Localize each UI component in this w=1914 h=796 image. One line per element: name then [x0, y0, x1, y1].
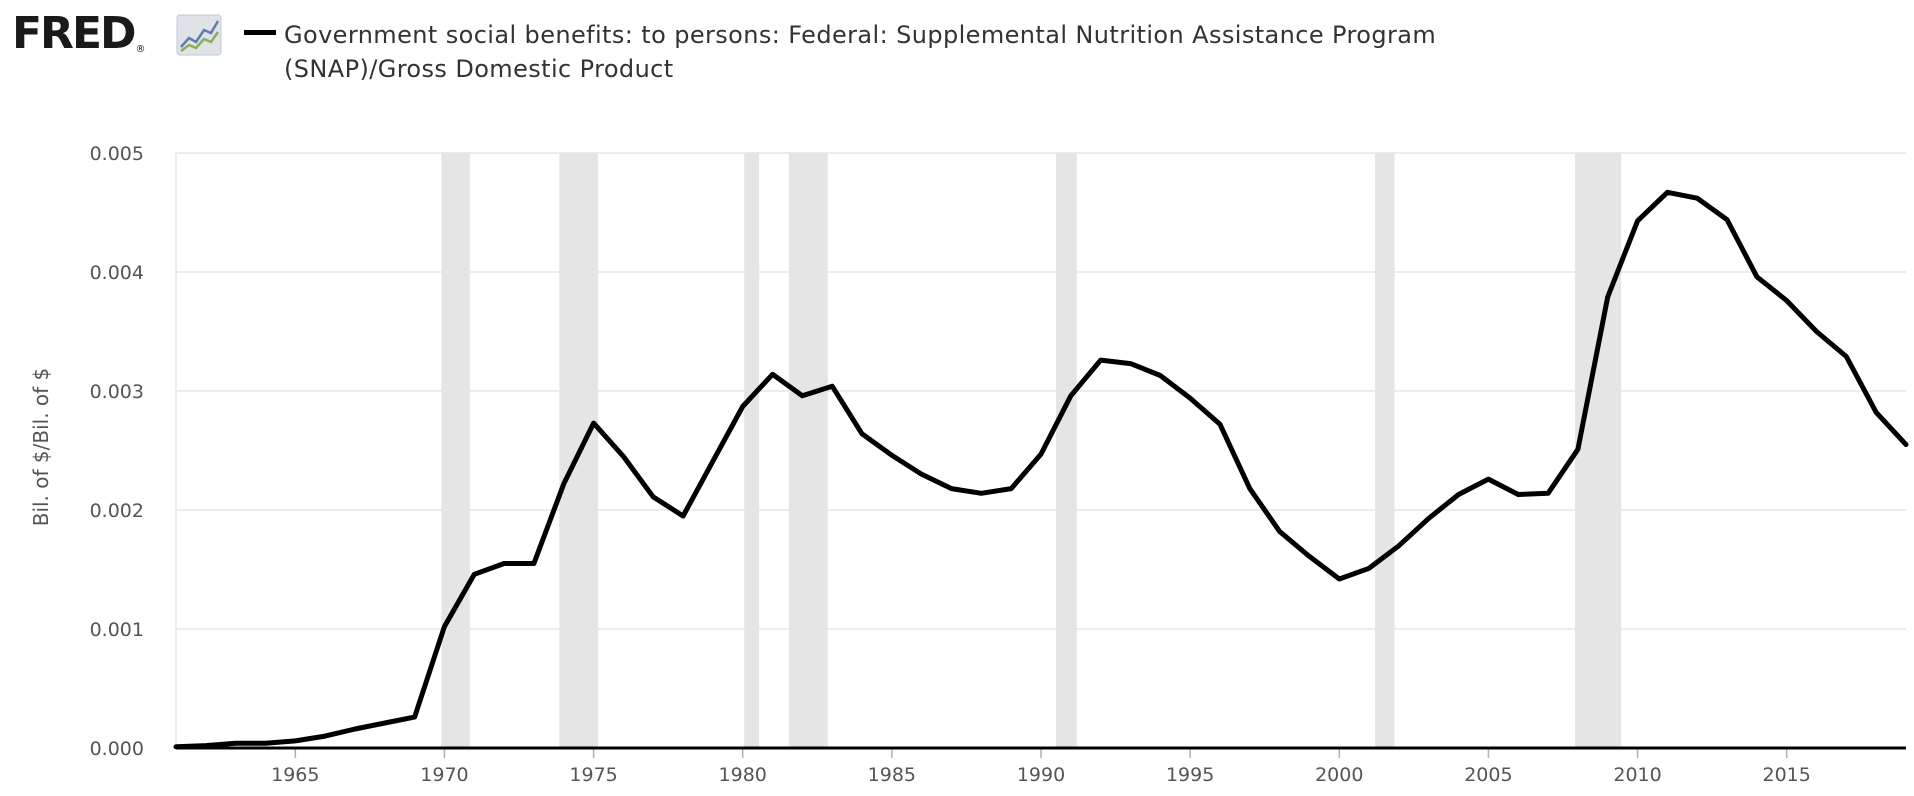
x-tick-label: 2005 — [1464, 764, 1512, 786]
x-tick-label: 1970 — [420, 764, 468, 786]
legend-series-swatch — [244, 30, 276, 35]
x-tick-label: 1985 — [868, 764, 916, 786]
x-tick-label: 1965 — [271, 764, 319, 786]
recession-band-5 — [1375, 153, 1395, 748]
recession-band-6 — [1574, 153, 1622, 748]
x-tick-label: 1980 — [719, 764, 767, 786]
fred-chart-icon — [176, 14, 222, 56]
y-tick-label: 0.005 — [90, 143, 144, 165]
y-tick-label: 0.003 — [90, 381, 144, 403]
series-layer — [173, 189, 1909, 750]
x-tick-label: 1975 — [569, 764, 617, 786]
x-axis-ticks: 1965 1970 1975 1980 1985 1990 1995 2000 2005 2010… — [271, 748, 1811, 786]
y-tick-label: 0.002 — [90, 500, 144, 522]
recession-band-4 — [1055, 153, 1077, 748]
recession-band-0 — [441, 153, 470, 748]
x-tick-label: 1990 — [1017, 764, 1065, 786]
x-tick-label: 2015 — [1763, 764, 1811, 786]
y-tick-label: 0.001 — [90, 619, 144, 641]
recession-band-3 — [788, 153, 828, 748]
registered-mark: ® — [135, 44, 146, 55]
y-tick-label: 0.000 — [90, 738, 144, 760]
fred-logo[interactable]: FRED ® — [12, 8, 146, 60]
series-line-0[interactable] — [173, 189, 1909, 750]
y-tick-label: 0.004 — [90, 262, 144, 284]
x-tick-label: 1995 — [1166, 764, 1214, 786]
x-tick-label: 2010 — [1613, 764, 1661, 786]
fred-logo-text: FRED — [12, 8, 137, 59]
recession-band-2 — [744, 153, 760, 748]
x-tick-label: 2000 — [1315, 764, 1363, 786]
y-axis-title: Bil. of $/Bil. of $ — [29, 368, 53, 527]
recession-bands — [441, 153, 1622, 748]
y-axis-ticks: 0.000 0.001 0.002 0.003 0.004 0.005 — [90, 143, 144, 760]
chart-title: Government social benefits: to persons: … — [284, 21, 1437, 83]
chart-header: FRED ® Government social benefits: to pe… — [12, 8, 1892, 88]
